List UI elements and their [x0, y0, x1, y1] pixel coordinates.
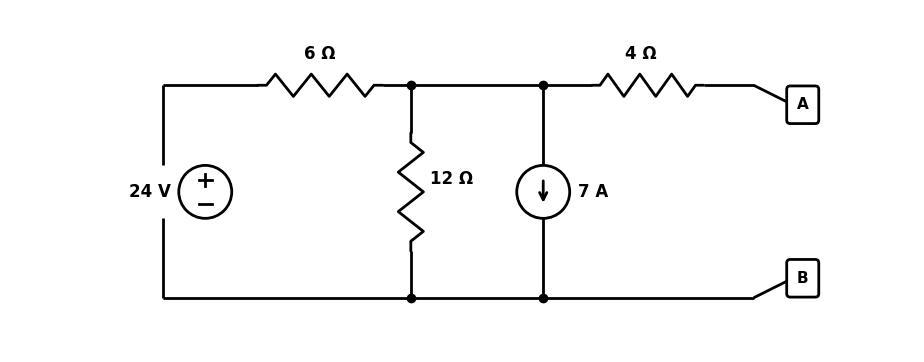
Text: 12 Ω: 12 Ω: [431, 171, 473, 188]
FancyBboxPatch shape: [786, 260, 819, 297]
Text: 24 V: 24 V: [128, 183, 170, 201]
Text: 6 Ω: 6 Ω: [305, 45, 336, 63]
FancyBboxPatch shape: [786, 86, 819, 123]
Text: 4 Ω: 4 Ω: [625, 45, 657, 63]
Text: B: B: [796, 271, 808, 286]
Text: A: A: [796, 97, 808, 112]
Text: 7 A: 7 A: [578, 183, 608, 201]
